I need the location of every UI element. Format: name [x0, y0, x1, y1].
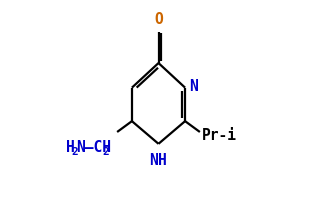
- Text: H: H: [66, 140, 75, 155]
- Text: H: H: [158, 153, 167, 168]
- Text: O: O: [154, 12, 163, 27]
- Text: 2: 2: [72, 147, 79, 157]
- Text: N: N: [149, 153, 158, 168]
- Text: Pr-i: Pr-i: [202, 128, 237, 143]
- Text: N—CH: N—CH: [76, 140, 111, 155]
- Text: N: N: [189, 79, 197, 94]
- Text: 2: 2: [102, 147, 109, 157]
